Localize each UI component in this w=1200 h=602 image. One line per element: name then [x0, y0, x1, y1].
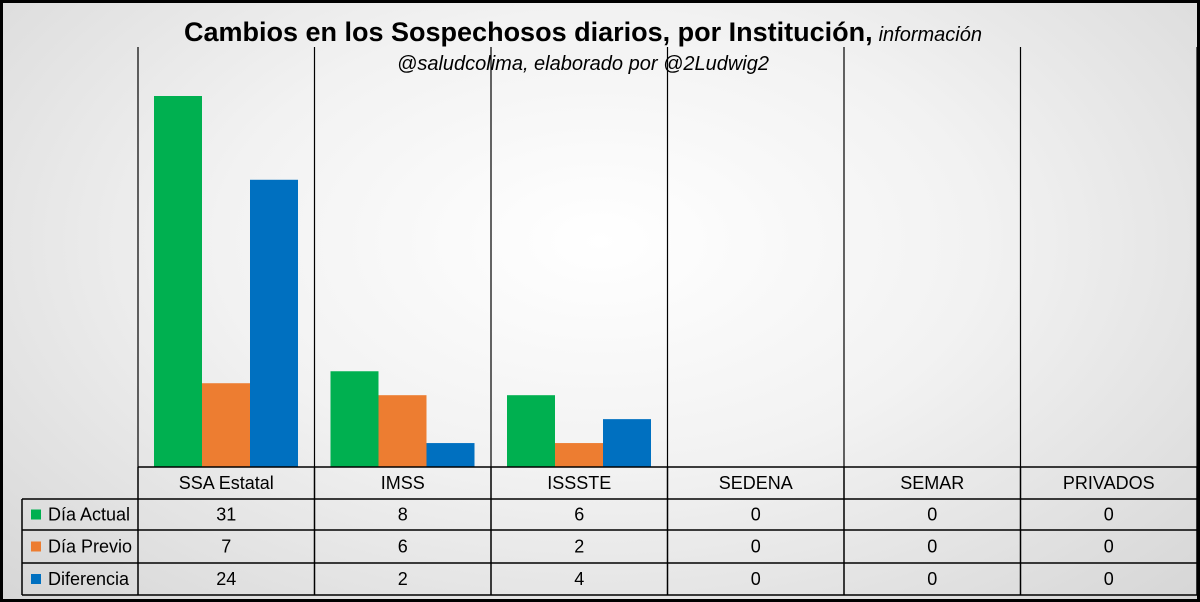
value-dia-previo-issste: 2 [574, 537, 584, 557]
chart-title-main: Cambios en los Sospechosos diarios, por … [184, 17, 873, 47]
chart-frame: Cambios en los Sospechosos diarios, por … [3, 3, 1197, 599]
value-dia-previo-imss: 6 [398, 537, 408, 557]
bar-diferencia-imss [426, 443, 475, 467]
category-label-ssa-estatal: SSA Estatal [179, 473, 274, 493]
category-label-sedena: SEDENA [719, 473, 793, 493]
chart-title: Cambios en los Sospechosos diarios, por … [184, 17, 982, 47]
value-diferencia-semar: 0 [927, 569, 937, 589]
value-dia-actual-issste: 6 [574, 505, 584, 525]
bar-dia-previo-issste [555, 443, 603, 467]
legend-key-diferencia [31, 574, 41, 584]
bar-dia-previo-imss [378, 395, 427, 467]
legend-label-dia-actual: Día Actual [48, 505, 130, 525]
chart-subtitle: @saludcolima, elaborado por @2Ludwig2 [397, 53, 769, 75]
legend-key-dia-actual [31, 509, 41, 520]
category-label-imss: IMSS [381, 473, 425, 493]
chart-svg: Cambios en los Sospechosos diarios, por … [21, 17, 1197, 596]
legend-key-dia-previo [31, 541, 41, 552]
value-dia-actual-sedena: 0 [751, 505, 761, 525]
bar-dia-previo-ssa-estatal [202, 383, 250, 467]
value-dia-actual-semar: 0 [927, 505, 937, 525]
value-diferencia-privados: 0 [1104, 569, 1114, 589]
category-label-privados: PRIVADOS [1063, 473, 1155, 493]
value-dia-actual-imss: 8 [398, 505, 408, 525]
value-dia-previo-privados: 0 [1104, 537, 1114, 557]
bar-diferencia-issste [603, 419, 651, 467]
chart-title-suffix: información [879, 24, 982, 46]
value-dia-previo-semar: 0 [927, 537, 937, 557]
category-label-semar: SEMAR [900, 473, 964, 493]
value-diferencia-imss: 2 [398, 569, 408, 589]
value-dia-actual-privados: 0 [1104, 505, 1114, 525]
data-table: SSA Estatal IMSS ISSSTE SEDENA SEMAR PRIVADOS… [21, 466, 1197, 596]
value-diferencia-ssa-estatal: 24 [216, 569, 236, 589]
value-diferencia-sedena: 0 [751, 569, 761, 589]
bar-dia-actual-ssa-estatal [154, 96, 202, 467]
plot-area [137, 47, 1197, 467]
bar-diferencia-ssa-estatal [250, 179, 298, 467]
bar-dia-actual-imss [330, 371, 379, 467]
bar-dia-actual-issste [507, 395, 555, 467]
value-dia-previo-sedena: 0 [751, 537, 761, 557]
value-diferencia-issste: 4 [574, 569, 584, 589]
value-dia-actual-ssa-estatal: 31 [216, 505, 236, 525]
category-label-issste: ISSSTE [547, 473, 611, 493]
legend-label-dia-previo: Día Previo [48, 537, 132, 557]
value-dia-previo-ssa-estatal: 7 [221, 537, 231, 557]
legend-label-diferencia: Diferencia [48, 569, 130, 589]
